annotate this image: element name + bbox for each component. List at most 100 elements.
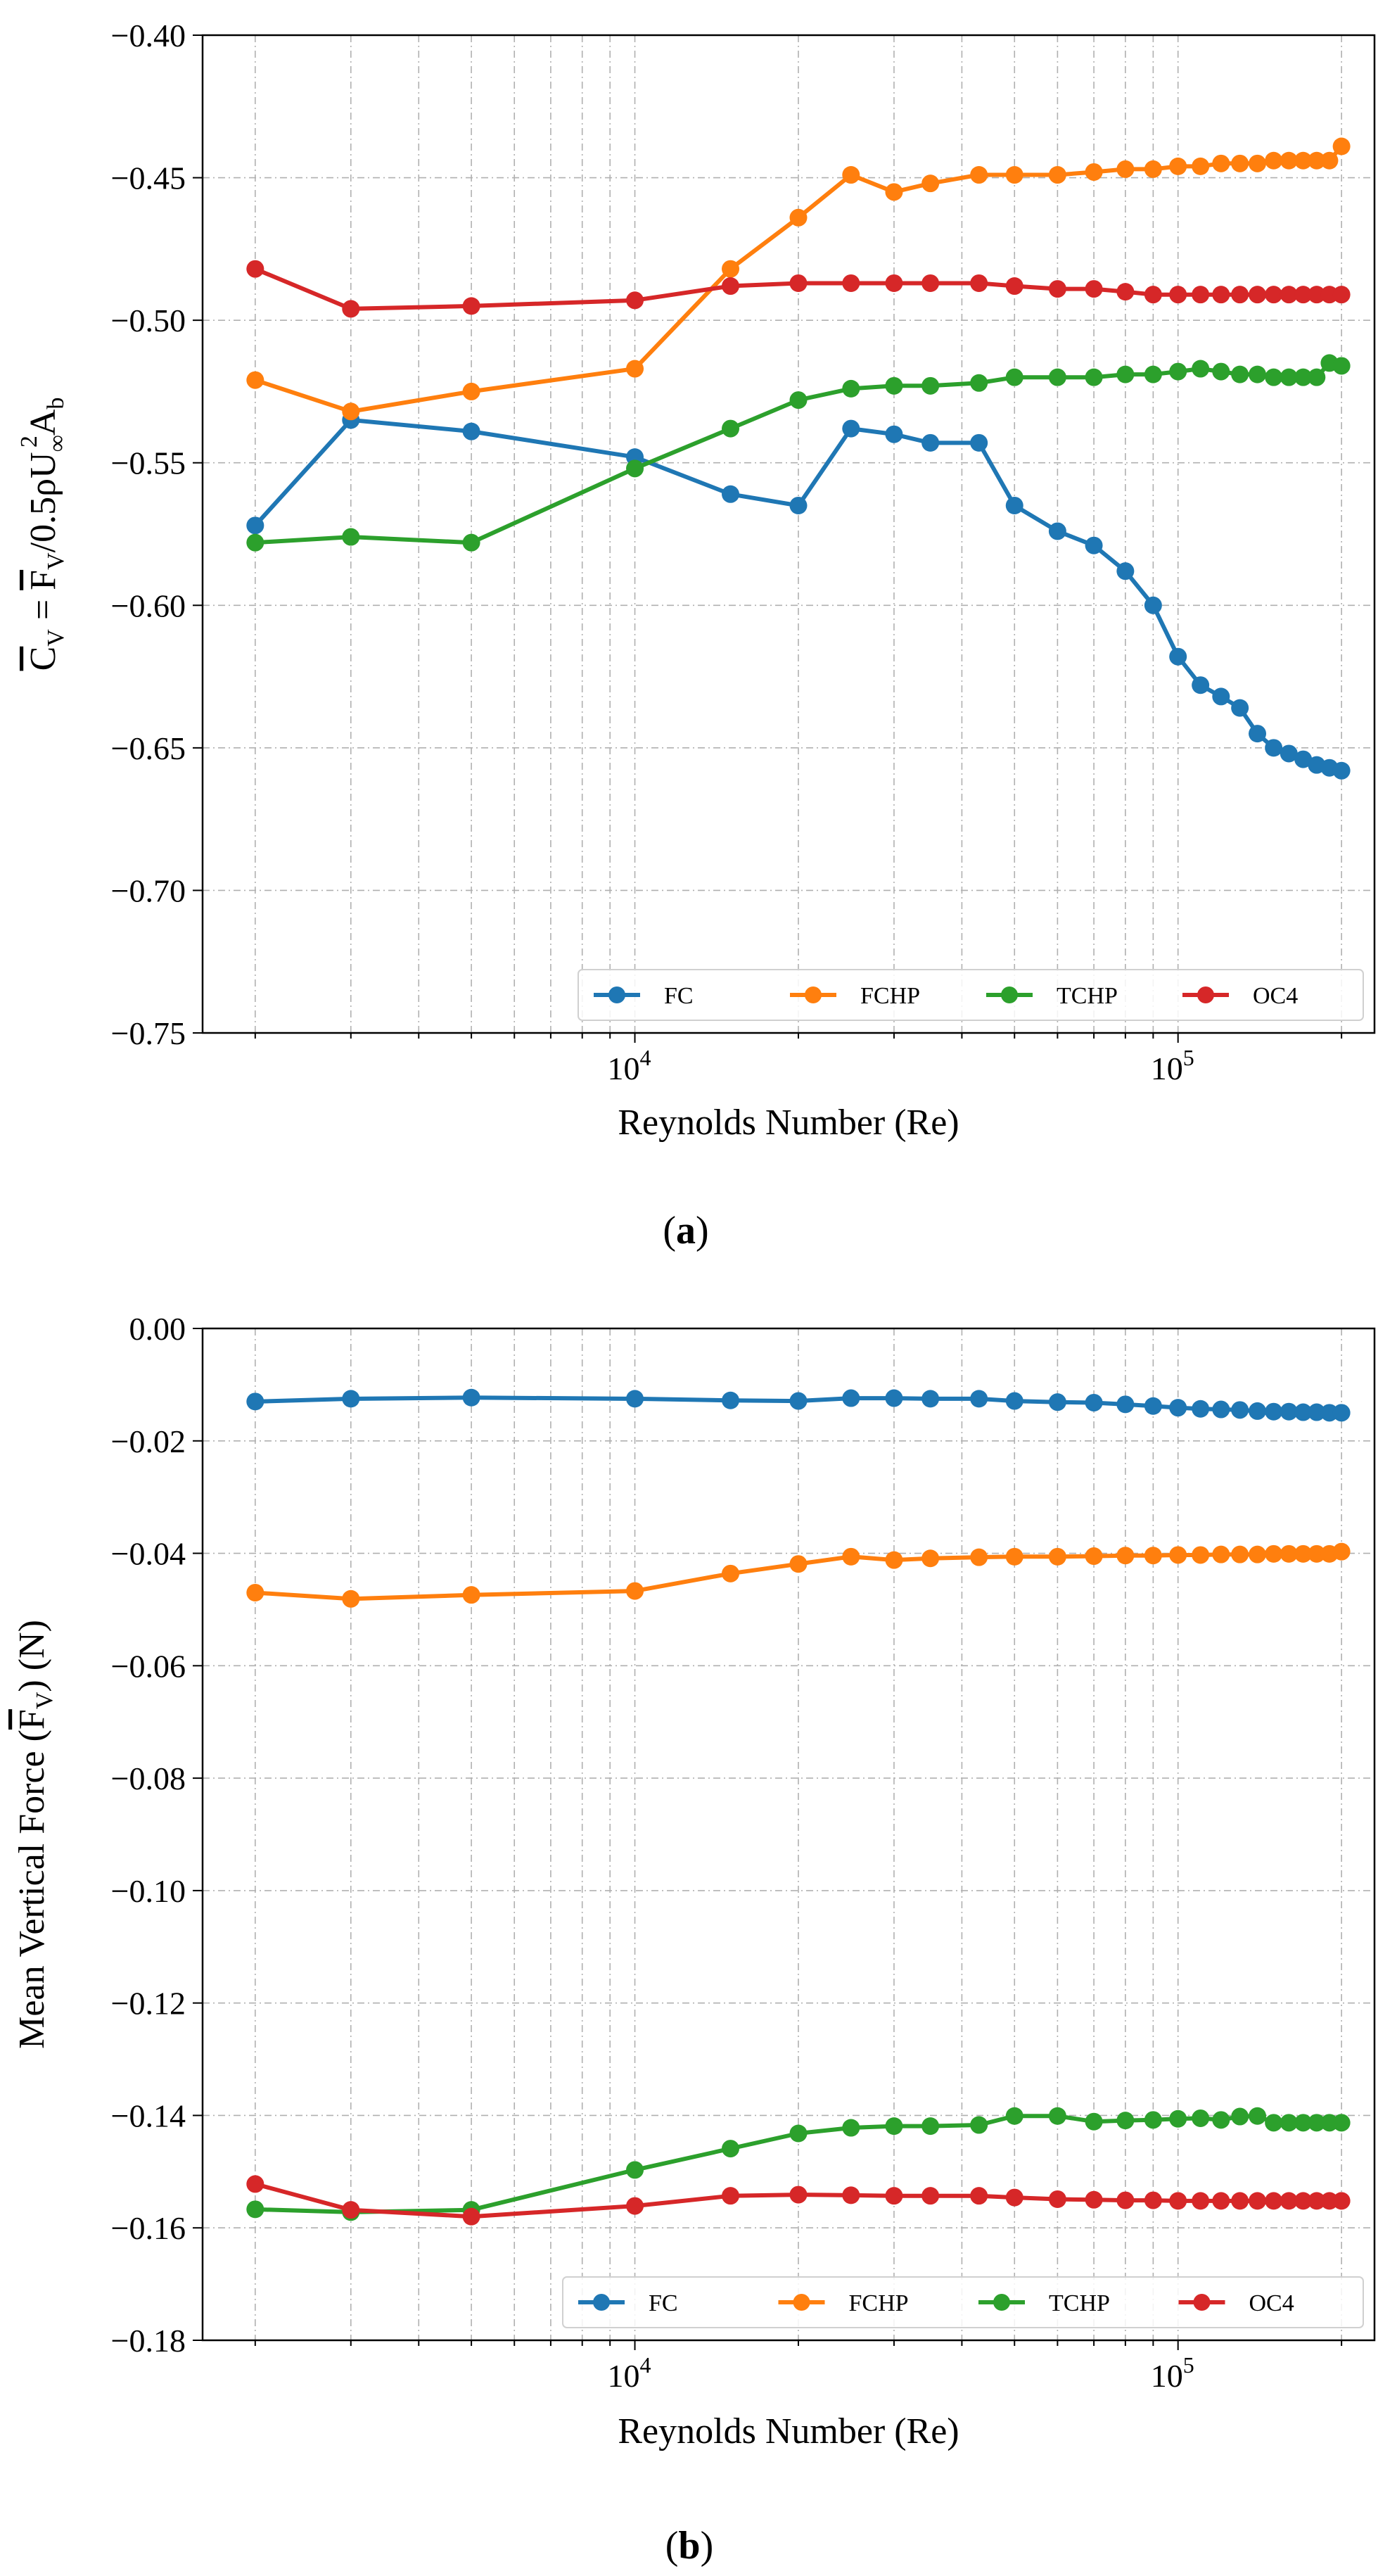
data-point-oc4 <box>1249 286 1267 304</box>
data-point-fc <box>970 433 988 452</box>
data-point-fchp <box>842 166 860 184</box>
panel-b-plot-frame <box>201 1327 1376 2342</box>
data-point-fc <box>462 1388 480 1407</box>
panel-b-x-ticks: 104 105 <box>254 2340 1343 2394</box>
data-point-tchp <box>1265 2114 1283 2132</box>
data-point-oc4 <box>722 277 740 296</box>
data-point-tchp <box>1116 365 1135 383</box>
data-point-oc4 <box>1249 2192 1267 2210</box>
data-point-tchp <box>842 379 860 398</box>
data-point-fchp <box>842 1547 860 1566</box>
data-point-tchp <box>246 2200 264 2219</box>
data-point-oc4 <box>1280 2192 1298 2210</box>
data-point-fc <box>1169 647 1187 666</box>
data-point-fc <box>462 422 480 440</box>
data-point-oc4 <box>1212 2192 1230 2210</box>
legend-swatch-marker <box>805 986 822 1003</box>
data-point-fc <box>1144 1397 1162 1415</box>
data-point-oc4 <box>1265 286 1283 304</box>
data-point-fchp <box>1116 160 1135 178</box>
data-point-tchp <box>1249 2107 1267 2125</box>
data-point-oc4 <box>1169 286 1187 304</box>
data-point-tchp <box>1192 360 1210 378</box>
data-point-oc4 <box>1294 286 1313 304</box>
panel-b-x-axis-label: Reynolds Number (Re) <box>618 2411 959 2451</box>
data-point-tchp <box>1116 2112 1135 2130</box>
data-point-fc <box>1116 562 1135 580</box>
data-point-fchp <box>1280 1544 1298 1563</box>
legend-label-fchp: FCHP <box>860 983 920 1009</box>
y-tick-label: −0.75 <box>111 1015 186 1051</box>
data-point-fc <box>1116 1395 1135 1414</box>
data-point-fchp <box>1249 1545 1267 1563</box>
y-tick-label: −0.50 <box>111 303 186 338</box>
x-tick-label: 104 <box>608 2352 651 2394</box>
data-point-tchp <box>1332 357 1351 375</box>
data-point-fc <box>1308 1403 1326 1421</box>
data-point-oc4 <box>1294 2192 1313 2210</box>
data-point-fc <box>789 1392 808 1410</box>
legend-label-oc4: OC4 <box>1249 2290 1294 2316</box>
legend-swatch-marker <box>993 2294 1010 2311</box>
data-point-fc <box>1048 522 1066 540</box>
data-point-tchp <box>1249 365 1267 383</box>
panel-a-x-axis-label: Reynolds Number (Re) <box>618 1103 959 1143</box>
data-point-oc4 <box>626 2197 644 2215</box>
legend-label-fchp: FCHP <box>849 2290 909 2316</box>
legend-swatch-marker <box>593 2294 610 2311</box>
legend-label-oc4: OC4 <box>1253 983 1298 1009</box>
caption-b: (b) <box>665 2524 713 2568</box>
data-point-fchp <box>1192 157 1210 175</box>
data-point-fc <box>1231 699 1249 717</box>
data-point-fchp <box>1048 166 1066 184</box>
y-tick-label: −0.12 <box>111 1986 186 2022</box>
data-point-tchp <box>626 2161 644 2179</box>
data-point-tchp <box>1280 368 1298 386</box>
data-point-fchp <box>1048 1547 1066 1566</box>
data-point-tchp <box>1212 2111 1230 2129</box>
data-point-fchp <box>1280 151 1298 170</box>
data-point-tchp <box>921 376 940 395</box>
data-point-oc4 <box>1116 283 1135 301</box>
panel-b-legend: FC FCHP TCHP OC4 <box>562 2276 1364 2328</box>
data-point-oc4 <box>970 274 988 292</box>
legend-label-tchp: TCHP <box>1049 2290 1110 2316</box>
data-point-tchp <box>1280 2114 1298 2132</box>
panel-a-legend: FC FCHP TCHP OC4 <box>578 969 1364 1021</box>
panel-a-y-ticks: −0.40 −0.45 −0.50 −0.55 −0.60 −0.65 −0.70 −0.75 <box>111 18 203 1051</box>
data-point-fchp <box>1294 151 1313 170</box>
data-point-oc4 <box>1231 2192 1249 2210</box>
data-point-fchp <box>885 1551 903 1569</box>
data-point-fc <box>1320 1404 1339 1422</box>
data-point-tchp <box>789 391 808 410</box>
data-point-fchp <box>789 1555 808 1573</box>
data-point-fc <box>1192 1400 1210 1418</box>
data-point-oc4 <box>1048 2190 1066 2208</box>
data-point-fc <box>1005 1392 1023 1410</box>
data-point-oc4 <box>1308 2192 1326 2210</box>
data-point-oc4 <box>1308 286 1326 304</box>
y-tick-label: −0.65 <box>111 730 186 766</box>
data-point-fc <box>921 1390 940 1408</box>
panel-a-plot-frame <box>201 34 1376 1034</box>
data-point-fc <box>970 1390 988 1408</box>
data-point-oc4 <box>1320 2192 1339 2210</box>
data-point-tchp <box>921 2117 940 2136</box>
data-point-oc4 <box>1332 286 1351 304</box>
data-point-tchp <box>1320 2114 1339 2132</box>
legend-label-fc: FC <box>664 983 694 1009</box>
data-point-fchp <box>970 166 988 184</box>
panel-a-chart: −0.40 −0.45 −0.50 −0.55 −0.60 −0.65 −0.70 −0.75… <box>16 18 1376 1143</box>
data-point-tchp <box>1144 2111 1162 2129</box>
data-point-fchp <box>1308 151 1326 170</box>
y-tick-label: 0.00 <box>129 1311 186 1347</box>
panel-b-gridlines <box>203 1328 1374 2341</box>
data-point-tchp <box>1169 362 1187 381</box>
data-point-fchp <box>722 1564 740 1582</box>
data-point-fchp <box>342 402 360 421</box>
data-point-fchp <box>1005 1547 1023 1566</box>
data-point-oc4 <box>1005 277 1023 296</box>
data-point-fchp <box>1249 154 1267 172</box>
legend-swatch-marker <box>1197 986 1214 1003</box>
data-point-tchp <box>1212 362 1230 381</box>
